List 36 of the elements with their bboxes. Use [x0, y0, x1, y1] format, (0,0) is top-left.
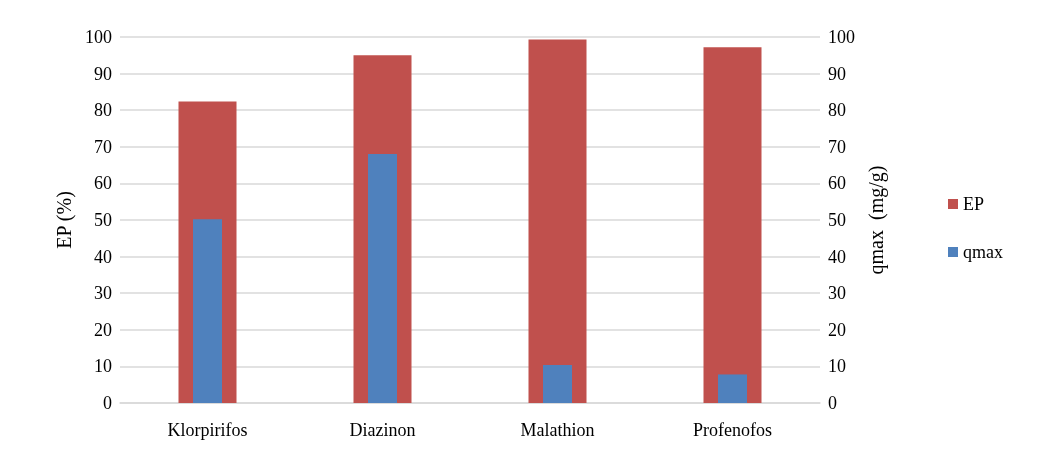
- y-tick-label: 70: [94, 136, 112, 157]
- y-tick-label: 100: [85, 27, 112, 47]
- bar: [368, 154, 397, 403]
- legend-label: EP: [963, 194, 985, 214]
- x-tick-label: Diazinon: [349, 420, 416, 440]
- y-tick-label: 0: [103, 393, 112, 413]
- y-tick-label: 20: [94, 319, 112, 340]
- y-tick-label: 80: [94, 100, 112, 121]
- bar: [528, 39, 587, 403]
- x-tick-label: Klorpirifos: [167, 420, 248, 440]
- y2-axis-title: qmax (mg/g): [864, 165, 888, 275]
- y2-tick-label: 70: [828, 136, 846, 157]
- y-tick-label: 60: [94, 173, 112, 194]
- bar: [718, 374, 747, 403]
- y-tick-label: 50: [94, 210, 112, 230]
- y2-tick-label: 20: [828, 319, 846, 340]
- y-tick-label: 40: [94, 246, 112, 267]
- y-axis-title: EP (%): [53, 191, 77, 249]
- x-tick-label: Malathion: [520, 420, 595, 440]
- bar: [193, 219, 222, 403]
- y2-tick-label: 0: [828, 393, 837, 413]
- y-tick-label: 30: [94, 283, 112, 304]
- y-tick-label: 90: [94, 63, 112, 84]
- y2-tick-label: 10: [828, 356, 846, 377]
- y2-tick-label: 40: [828, 246, 846, 267]
- y2-tick-label: 80: [828, 100, 846, 121]
- legend-label: qmax: [963, 242, 1004, 262]
- bar: [703, 47, 762, 403]
- y2-tick-label: 30: [828, 283, 846, 304]
- y2-tick-label: 50: [828, 210, 846, 230]
- y2-tick-label: 90: [828, 63, 846, 84]
- bar: [543, 364, 572, 403]
- y2-tick-label: 100: [828, 27, 855, 47]
- y-tick-label: 10: [94, 356, 112, 377]
- y2-tick-label: 60: [828, 173, 846, 194]
- x-tick-label: Profenofos: [693, 420, 772, 440]
